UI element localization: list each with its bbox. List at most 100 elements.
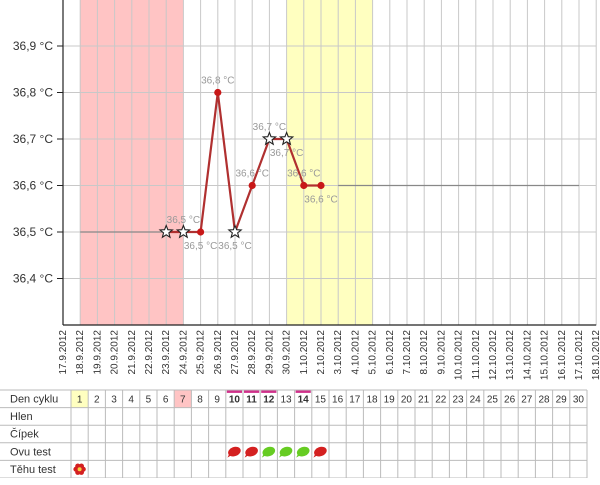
y-tick-label: 36,6 °C xyxy=(13,179,53,193)
red-flower-icon[interactable] xyxy=(73,463,86,475)
day-number[interactable]: 14 xyxy=(298,395,310,406)
day-number[interactable]: 6 xyxy=(163,395,169,406)
ovu-test-tail xyxy=(313,453,319,458)
temperature-chart: 36,5 °C36,5 °C36,8 °C36,5 °C36,6 °C36,7 … xyxy=(13,0,600,380)
data-label: 36,6 °C xyxy=(304,195,337,206)
data-point-star xyxy=(158,223,174,239)
data-point-star xyxy=(227,223,243,239)
day-number[interactable]: 15 xyxy=(315,395,327,406)
data-label: 36,7 °C xyxy=(253,122,286,133)
chart-axes xyxy=(57,0,597,326)
day-number[interactable]: 7 xyxy=(180,395,186,406)
x-tick-label: 18.9.2012 xyxy=(75,330,86,375)
y-tick-label: 36,5 °C xyxy=(13,225,53,239)
y-tick-label: 36,4 °C xyxy=(13,272,53,286)
x-tick-label: 28.9.2012 xyxy=(247,330,258,375)
day-number[interactable]: 24 xyxy=(470,395,482,406)
day-number[interactable]: 5 xyxy=(146,395,152,406)
data-point xyxy=(197,228,205,236)
day-number[interactable]: 13 xyxy=(280,395,292,406)
x-tick-labels: 17.9.2012 18.9.2012 19.9.2012 20.9.2012 21.9… xyxy=(58,330,600,380)
data-label: 36,5 °C xyxy=(184,241,217,252)
x-tick-label: 16.10.2012 xyxy=(557,330,568,380)
data-point-star xyxy=(175,223,192,239)
ovu-test-green-icon[interactable] xyxy=(296,445,311,458)
data-label: 36,6 °C xyxy=(287,169,320,180)
x-tick-label: 5.10.2012 xyxy=(368,330,379,375)
day-marker xyxy=(244,390,260,393)
day-highlight xyxy=(71,390,89,408)
table-row-label: Těhu test xyxy=(10,464,56,476)
ovu-test-tail xyxy=(227,453,233,458)
chart-series: 36,5 °C36,5 °C36,8 °C36,5 °C36,6 °C36,7 … xyxy=(158,76,338,252)
day-number[interactable]: 12 xyxy=(263,395,275,406)
table-row-label: Čípek xyxy=(10,428,39,441)
x-tick-label: 8.10.2012 xyxy=(419,330,430,375)
y-tick-label: 36,7 °C xyxy=(13,132,53,146)
x-tick-label: 15.10.2012 xyxy=(540,330,551,380)
data-label: 36,6 °C xyxy=(235,169,268,180)
day-marker xyxy=(261,390,277,393)
ovu-test-green-icon[interactable] xyxy=(278,445,293,458)
day-number[interactable]: 2 xyxy=(94,395,100,406)
data-point-star xyxy=(278,130,295,146)
data-point xyxy=(248,181,256,190)
day-number[interactable]: 21 xyxy=(418,395,430,406)
x-tick-label: 27.9.2012 xyxy=(230,330,241,375)
day-number[interactable]: 8 xyxy=(197,395,203,406)
day-number[interactable]: 25 xyxy=(487,395,499,406)
data-label: 36,5 °C xyxy=(218,241,251,252)
ovu-test-red-icon[interactable] xyxy=(244,445,259,458)
day-number[interactable]: 3 xyxy=(111,395,117,406)
day-number[interactable]: 30 xyxy=(573,395,585,406)
day-number[interactable]: 9 xyxy=(214,395,220,406)
day-number[interactable]: 23 xyxy=(452,395,464,406)
ovu-test-tail xyxy=(279,453,284,458)
day-number[interactable]: 18 xyxy=(366,395,378,406)
y-tick-labels: 36,4 °C 36,5 °C 36,6 °C 36,7 °C 36,8 °C 36,9 … xyxy=(13,39,53,286)
ovu-test-tail xyxy=(244,453,250,458)
day-marker xyxy=(226,390,242,393)
day-number[interactable]: 20 xyxy=(401,395,413,406)
x-tick-label: 12.10.2012 xyxy=(488,330,499,380)
data-point xyxy=(214,88,222,97)
x-tick-label: 30.9.2012 xyxy=(282,330,293,375)
day-number[interactable]: 19 xyxy=(384,395,396,406)
shaded-range-1 xyxy=(286,0,373,325)
data-label: 36,5 °C xyxy=(167,215,200,226)
day-number[interactable]: 27 xyxy=(521,395,533,406)
ovu-test-green-icon[interactable] xyxy=(261,445,276,458)
day-number[interactable]: 22 xyxy=(435,395,447,406)
data-point xyxy=(300,181,308,190)
day-number[interactable]: 26 xyxy=(504,395,516,406)
table-row-label: Hlen xyxy=(10,411,33,423)
x-tick-label: 17.9.2012 xyxy=(58,330,69,375)
day-number[interactable]: 11 xyxy=(246,395,257,406)
data-point-star xyxy=(261,130,278,146)
day-highlight xyxy=(174,390,192,408)
day-number[interactable]: 29 xyxy=(556,395,568,406)
day-marker xyxy=(295,390,311,393)
table-row-label: Ovu test xyxy=(10,446,51,458)
data-label: 36,8 °C xyxy=(201,76,234,87)
series-line xyxy=(166,92,321,234)
x-tick-label: 23.9.2012 xyxy=(161,330,172,375)
day-number[interactable]: 17 xyxy=(349,395,361,406)
ovu-test-red-icon[interactable] xyxy=(227,445,242,458)
y-tick-label: 36,9 °C xyxy=(13,39,53,53)
day-number[interactable]: 4 xyxy=(128,395,134,406)
day-number[interactable]: 16 xyxy=(332,395,344,406)
x-tick-label: 14.10.2012 xyxy=(522,330,533,380)
x-tick-label: 7.10.2012 xyxy=(402,330,413,375)
day-number[interactable]: 28 xyxy=(538,395,550,406)
data-label: 36,7 °C xyxy=(270,148,303,159)
day-number[interactable]: 1 xyxy=(77,395,83,406)
chart-baselines xyxy=(80,184,579,233)
x-tick-label: 25.9.2012 xyxy=(196,330,207,375)
x-tick-label: 19.9.2012 xyxy=(92,330,103,375)
x-tick-label: 17.10.2012 xyxy=(574,330,585,380)
ovu-test-red-icon[interactable] xyxy=(313,445,328,458)
day-number[interactable]: 10 xyxy=(229,395,241,406)
x-tick-label: 22.9.2012 xyxy=(144,330,155,375)
